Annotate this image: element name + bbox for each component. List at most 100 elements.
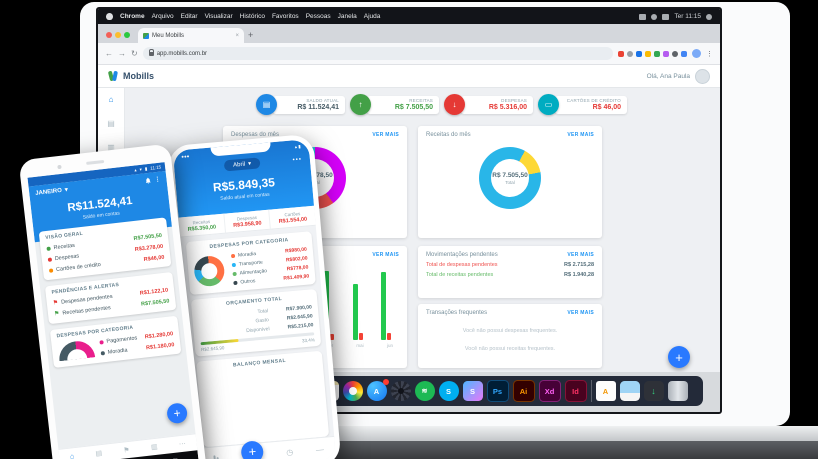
browser-profile-avatar[interactable] — [692, 49, 701, 58]
more-tab-icon[interactable]: — — [315, 444, 325, 455]
ios-card-orcamento-total: ORÇAMENTO TOTAL Total R$7.900,00 Gasto R$2… — [190, 288, 322, 357]
add-transaction-fab[interactable]: + — [668, 346, 690, 368]
mobills-logo-icon[interactable] — [107, 70, 119, 82]
month-selector[interactable]: JANEIRO — [34, 187, 63, 197]
card-title: Receitas do mês — [426, 132, 471, 138]
adobe-xd-icon[interactable]: Xd — [538, 380, 561, 402]
planning-tab-icon[interactable]: ⚑ — [123, 446, 131, 455]
extension-icon[interactable] — [654, 50, 660, 57]
add-transaction-fab[interactable]: + — [166, 402, 189, 425]
stat-despesas[interactable]: Despesas R$3.958,90 — [224, 209, 272, 233]
extension-icon[interactable] — [636, 50, 642, 57]
window-controls[interactable] — [106, 32, 130, 38]
browser-menu-icon[interactable]: ⋮ — [706, 50, 713, 58]
gallery-folder-icon[interactable] — [619, 381, 640, 401]
skype-icon[interactable]: S — [438, 381, 459, 401]
webapp-header: Mobills Olá, Ana Paula — [98, 65, 720, 88]
address-bar[interactable]: app.mobills.com.br — [142, 47, 613, 60]
close-tab-icon[interactable]: × — [235, 32, 239, 39]
extension-icon[interactable] — [672, 50, 678, 57]
ver-mais-link[interactable]: VER MAIS — [372, 132, 399, 138]
android-card-despesas-categoria: DESPESAS POR CATEGORIA Pagamentos R$1.280… — [49, 315, 182, 368]
extension-icon[interactable] — [681, 50, 687, 57]
illustrator-icon[interactable]: Ai — [512, 380, 535, 402]
extension-icon[interactable] — [618, 50, 624, 57]
indesign-icon[interactable]: Id — [564, 380, 587, 402]
ver-mais-link[interactable]: VER MAIS — [567, 132, 594, 138]
new-tab-button[interactable]: + — [248, 30, 254, 40]
sketch-app-icon[interactable]: S — [462, 381, 483, 401]
battery-icon: ▮ — [144, 165, 148, 171]
mobills-logo-text[interactable]: Mobills — [123, 71, 154, 81]
history-tab-icon[interactable]: ◷ — [285, 447, 294, 458]
home-tab-icon[interactable]: ⌂ — [69, 452, 75, 459]
apple-menu-icon[interactable] — [106, 13, 113, 20]
camera-lens-app-icon[interactable] — [390, 381, 411, 401]
https-lock-icon[interactable] — [148, 48, 155, 56]
month-selector[interactable]: Abril ▾ — [223, 157, 261, 172]
extension-icon[interactable] — [663, 50, 669, 57]
status-clock: 11:15 — [149, 164, 162, 171]
income-donut-chart[interactable]: R$ 7.505,50 Total — [479, 147, 541, 209]
extension-icon[interactable] — [645, 50, 651, 57]
chart-tab-icon[interactable] — [211, 454, 220, 459]
transactions-tab-icon[interactable]: ▤ — [95, 450, 103, 458]
pending-row[interactable]: Total de receitas pendentes R$ 1.940,28 — [418, 268, 602, 278]
more-tab-icon[interactable]: ⋯ — [178, 440, 187, 449]
menu-item-favoritos[interactable]: Favoritos — [271, 13, 299, 20]
extensions-area — [618, 50, 687, 57]
menu-item-editar[interactable]: Editar — [180, 13, 198, 20]
forward-button[interactable]: → — [118, 48, 126, 58]
stat-despesas[interactable]: ↓ DESPESAS R$ 5.316,00 — [444, 94, 533, 115]
menu-item-pessoas[interactable]: Pessoas — [305, 13, 331, 20]
ver-mais-link[interactable]: VER MAIS — [567, 252, 594, 258]
stat-receitas[interactable]: ↑ RECEITAS R$ 7.505,50 — [350, 94, 439, 115]
search-icon[interactable] — [706, 13, 712, 20]
close-window-icon[interactable] — [106, 32, 112, 38]
card-title: Transações frequentes — [426, 310, 488, 316]
card-movimentacoes-pendentes: Movimentações pendentes VER MAIS Total d… — [418, 246, 602, 298]
sidebar-item-reports-icon[interactable]: ▥ — [107, 143, 115, 152]
ver-mais-link[interactable]: VER MAIS — [567, 310, 594, 316]
laptop-base-shadow — [258, 441, 818, 459]
ver-mais-link[interactable]: VER MAIS — [372, 252, 399, 258]
downloads-icon[interactable]: ↓ — [643, 381, 664, 401]
stat-saldo-atual[interactable]: ▤ SALDO ATUAL R$ 11.524,41 — [256, 94, 345, 115]
menu-item-arquivo[interactable]: Arquivo — [151, 13, 174, 20]
menu-item-ajuda[interactable]: Ajuda — [363, 13, 381, 20]
category-half-donut-chart[interactable] — [57, 339, 96, 362]
more-options-icon[interactable]: ••• — [292, 156, 303, 163]
menu-item-chrome[interactable]: Chrome — [120, 13, 145, 20]
menu-item-historico[interactable]: Histórico — [239, 13, 265, 20]
category-donut-chart[interactable] — [193, 254, 226, 288]
reload-button[interactable]: ↻ — [131, 48, 138, 58]
notifications-bell-icon[interactable] — [144, 177, 152, 185]
photoshop-icon[interactable]: Ps — [486, 380, 509, 402]
stat-receitas[interactable]: Receitas R$5.350,00 — [178, 213, 226, 237]
pages-document-icon[interactable]: A — [595, 381, 616, 401]
minimize-window-icon[interactable] — [115, 32, 121, 38]
stat-value: R$ 5.316,00 — [488, 104, 527, 111]
photos-app-icon[interactable] — [342, 381, 363, 401]
extension-icon[interactable] — [627, 50, 633, 57]
user-avatar[interactable] — [695, 68, 710, 84]
spotify-icon[interactable]: ≋ — [414, 381, 435, 401]
menu-item-visualizar[interactable]: Visualizar — [204, 13, 233, 20]
browser-tab[interactable]: Meu Mobills × — [138, 28, 244, 43]
trash-icon[interactable] — [667, 381, 688, 401]
pending-row[interactable]: Total de despesas pendentes R$ 2.715,28 — [418, 258, 602, 268]
control-center-icon[interactable] — [662, 13, 670, 20]
card-title: Movimentações pendentes — [426, 252, 498, 258]
reports-tab-icon[interactable]: ▥ — [150, 443, 159, 452]
overflow-menu-icon[interactable]: ⋮ — [154, 176, 161, 184]
menubar-clock[interactable]: Ter 11:15 — [674, 13, 701, 20]
app-store-icon[interactable]: A — [366, 379, 389, 401]
back-button[interactable]: ← — [105, 48, 113, 58]
flag-icon: ⚑ — [52, 299, 59, 307]
stat-cartoes[interactable]: ▭ CARTÕES DE CRÉDITO R$ 46,00 — [538, 94, 627, 115]
sidebar-item-transactions-icon[interactable]: ▤ — [107, 119, 115, 128]
sidebar-item-dashboard-icon[interactable]: ⌂ — [108, 95, 114, 104]
zoom-window-icon[interactable] — [124, 32, 130, 38]
menu-item-janela[interactable]: Janela — [337, 13, 357, 20]
stat-cartoes[interactable]: Cartões R$1.554,00 — [278, 210, 308, 225]
